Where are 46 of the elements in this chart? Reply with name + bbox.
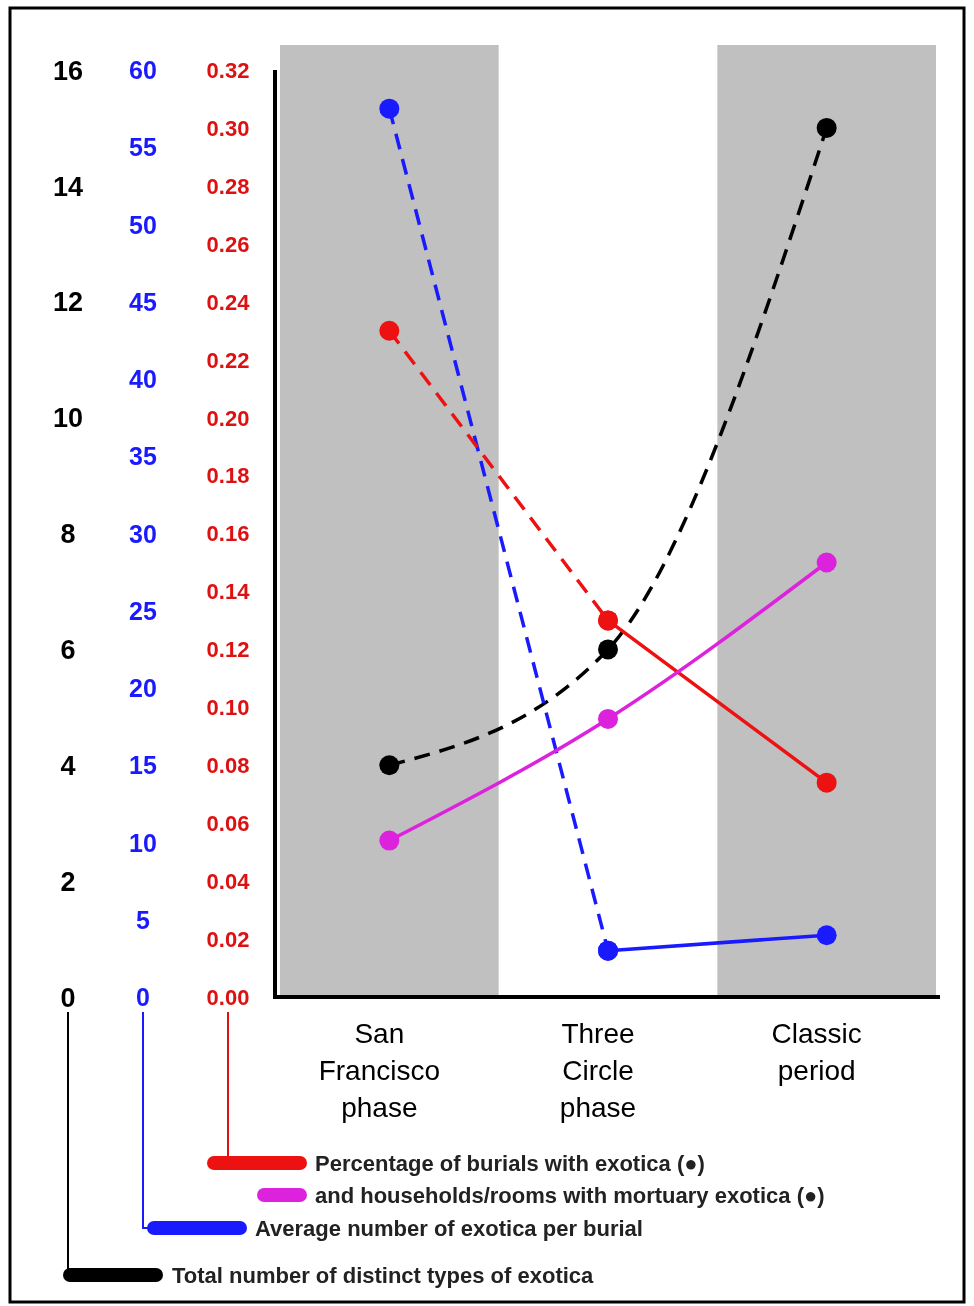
y3-tick-label: 0.22 — [206, 347, 250, 373]
y2-tick-label: 0 — [136, 983, 150, 1011]
y2-tick-label: 60 — [129, 56, 157, 84]
y3-tick-label: 0.00 — [206, 984, 250, 1010]
y3-tick-label: 0.26 — [206, 231, 250, 257]
y3-tick-label: 0.14 — [206, 579, 251, 605]
y-tick-label: 6 — [60, 635, 76, 666]
legend-label: Average number of exotica per burial — [255, 1215, 643, 1241]
y2-tick-label: 50 — [129, 210, 157, 239]
y-tick-label: 10 — [52, 403, 84, 434]
x-tick-label: San Francisco phase — [318, 1018, 441, 1123]
legend-label: Total number of distinct types of exotica — [172, 1262, 595, 1288]
y3-tick-label: 0.28 — [206, 173, 250, 199]
y3-tick-label: 0.16 — [206, 521, 250, 547]
y3-tick-label: 0.06 — [206, 811, 250, 837]
y3-tick-label: 0.32 — [206, 57, 250, 83]
y2-tick-label: 20 — [129, 674, 157, 702]
y-tick-label: 12 — [52, 287, 84, 318]
y3-tick-label: 0.30 — [206, 115, 250, 141]
y2-tick-label: 40 — [129, 365, 157, 393]
y3-tick-label: 0.08 — [206, 753, 250, 779]
y-tick-label: 4 — [60, 750, 76, 781]
y3-tick-label: 0.12 — [206, 637, 250, 663]
x-tick-label: Three Circle phase — [559, 1018, 637, 1123]
y3-tick-label: 0.10 — [206, 695, 250, 721]
y2-tick-label: 35 — [129, 442, 157, 471]
y-tick-label: 16 — [52, 55, 84, 86]
y3-tick-label: 0.04 — [206, 869, 251, 895]
y-tick-label: 8 — [60, 519, 76, 550]
y-tick-label: 14 — [52, 171, 84, 202]
y2-tick-label: 15 — [129, 751, 157, 780]
y3-tick-label: 0.24 — [206, 289, 251, 315]
y2-tick-label: 5 — [136, 905, 151, 934]
y2-tick-label: 45 — [129, 287, 157, 316]
legend-label: and households/rooms with mortuary exotica (●) — [315, 1182, 825, 1208]
y3-tick-label: 0.18 — [206, 463, 250, 489]
legend-label: Percentage of burials with exotica (●) — [315, 1150, 705, 1176]
x-tick-label: Classic period — [771, 1018, 862, 1086]
y3-tick-label: 0.20 — [206, 405, 250, 431]
y2-tick-label: 10 — [129, 828, 157, 857]
y-tick-label: 0 — [60, 982, 76, 1013]
y3-tick-label: 0.02 — [206, 926, 250, 952]
y2-tick-label: 55 — [129, 133, 157, 162]
y2-tick-label: 30 — [129, 519, 157, 548]
y2-tick-label: 25 — [129, 596, 157, 625]
y-tick-label: 2 — [60, 866, 76, 897]
